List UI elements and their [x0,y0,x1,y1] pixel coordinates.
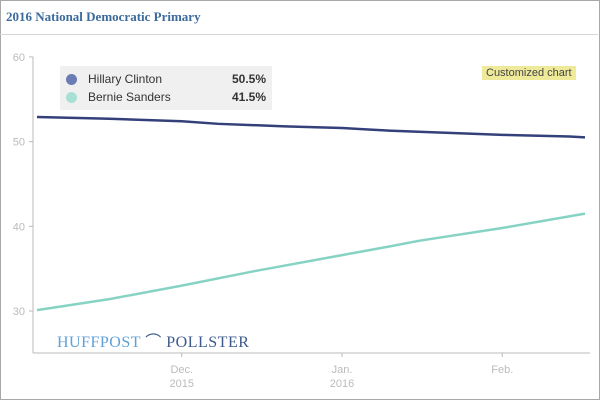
legend-name: Bernie Sanders [88,90,171,104]
legend-dot-icon [66,92,77,103]
legend-value: 50.5% [231,72,266,86]
y-tick-label: 40 [13,221,25,233]
huffpost-pollster-logo: HUFFPOST ⌒ POLLSTER [57,328,249,352]
logo-bird-icon: ⌒ [145,334,162,351]
title-divider [0,34,598,35]
logo-right: POLLSTER [166,334,250,351]
x-tick-label: Jan. [332,364,353,376]
y-tick-label: 60 [13,52,25,64]
series-line-hillary-clinton [36,115,586,139]
legend: Hillary Clinton 50.5% Bernie Sanders 41.… [60,66,272,110]
logo-left: HUFFPOST [57,334,141,351]
x-tick-label: Feb. [491,364,513,376]
legend-item-clinton[interactable]: Hillary Clinton 50.5% [66,71,266,89]
chart-title: 2016 National Democratic Primary [6,9,201,24]
legend-value: 41.5% [231,90,266,104]
y-tick-label: 50 [13,137,25,149]
legend-name: Hillary Clinton [88,72,163,86]
legend-dot-icon [66,74,77,85]
x-tick-label: 2015 [170,378,194,390]
customized-chart-badge: Customized chart [482,66,576,80]
x-tick-label: 2016 [330,378,354,390]
y-tick-label: 30 [13,306,25,318]
x-tick-label: Dec. [170,364,193,376]
series-line-bernie-sanders [36,212,586,312]
legend-item-sanders[interactable]: Bernie Sanders 41.5% [66,89,266,107]
